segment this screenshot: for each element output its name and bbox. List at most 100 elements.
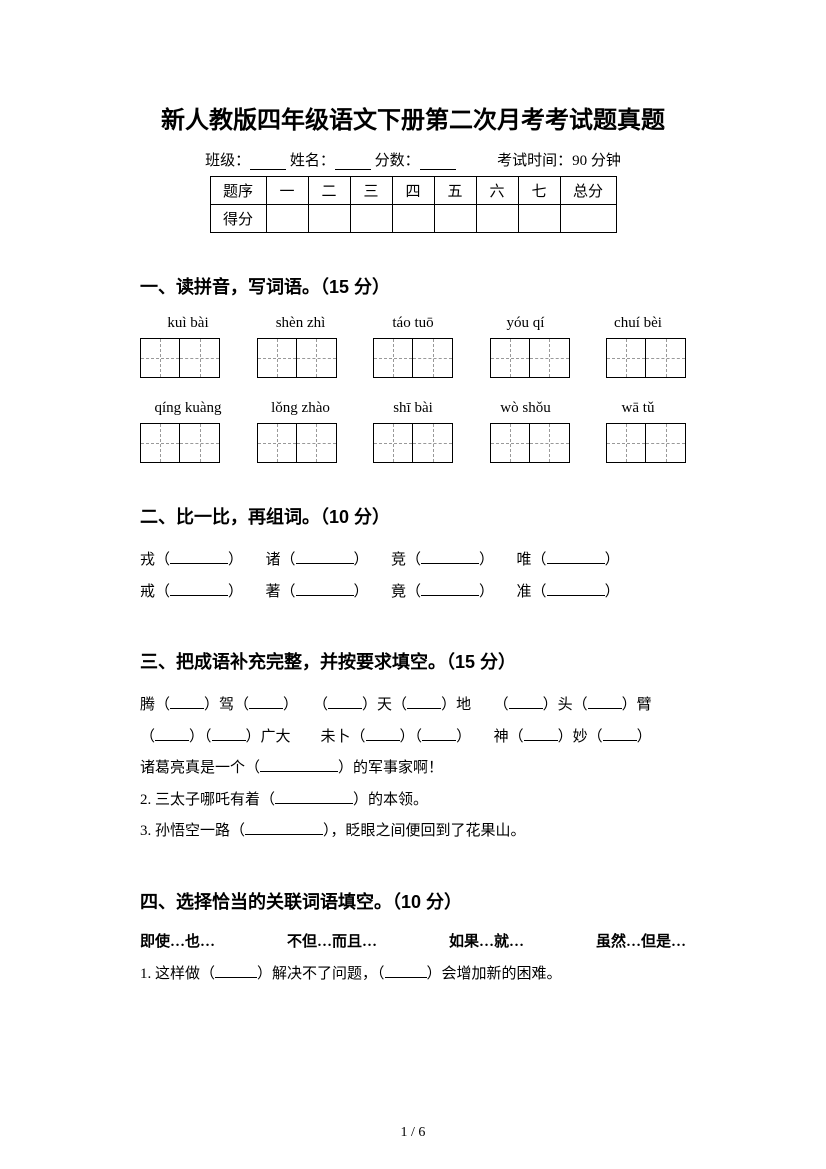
blank[interactable] xyxy=(170,550,228,564)
char-boxes[interactable] xyxy=(373,423,453,463)
pinyin: wā tǔ xyxy=(590,400,686,417)
t: 诸葛亮真是一个（ xyxy=(140,760,260,776)
char-boxes[interactable] xyxy=(257,338,337,378)
section-head: 二、比一比，再组词。（10 分） xyxy=(140,503,686,529)
t: ） xyxy=(637,729,652,745)
box-row xyxy=(140,423,686,463)
cell[interactable] xyxy=(266,205,308,233)
char-boxes[interactable] xyxy=(490,338,570,378)
cell: 得分 xyxy=(210,205,266,233)
cell[interactable] xyxy=(518,205,560,233)
char-boxes[interactable] xyxy=(490,423,570,463)
cell[interactable] xyxy=(434,205,476,233)
pinyin: shèn zhì xyxy=(253,315,349,332)
page-title: 新人教版四年级语文下册第二次月考考试题真题 xyxy=(140,100,686,135)
char-boxes[interactable] xyxy=(606,338,686,378)
blank[interactable] xyxy=(170,695,204,709)
blank[interactable] xyxy=(547,550,605,564)
blank[interactable] xyxy=(215,964,257,978)
section-2: 二、比一比，再组词。（10 分） 戎（） 诸（） 竞（） 唯（） 戒（） 著（）… xyxy=(140,503,686,608)
t: ） 神（ xyxy=(456,729,524,745)
blank[interactable] xyxy=(509,695,543,709)
blank[interactable] xyxy=(421,550,479,564)
blank[interactable] xyxy=(275,790,353,804)
score-blank[interactable] xyxy=(420,155,456,170)
section-head: 四、选择恰当的关联词语填空。（10 分） xyxy=(140,888,686,914)
char-boxes[interactable] xyxy=(140,423,220,463)
t: 戎（ xyxy=(140,552,170,568)
q-line: （）（）广大 未卜（）（） 神（）妙（） xyxy=(140,722,686,754)
blank[interactable] xyxy=(249,695,283,709)
t: 3. 孙悟空一路（ xyxy=(140,823,245,839)
score-table: 题序 一 二 三 四 五 六 七 总分 得分 xyxy=(210,176,617,233)
blank[interactable] xyxy=(296,582,354,596)
info-line: 班级： 姓名： 分数： 考试时间：90 分钟 xyxy=(140,149,686,170)
t: ）的军事家啊！ xyxy=(338,760,443,776)
blank[interactable] xyxy=(524,727,558,741)
q-line: 腾（）驾（） （）天（）地 （）头（）臂 xyxy=(140,690,686,722)
class-blank[interactable] xyxy=(250,155,286,170)
char-boxes[interactable] xyxy=(257,423,337,463)
q-line: 戎（） 诸（） 竞（） 唯（） xyxy=(140,545,686,577)
cell[interactable] xyxy=(350,205,392,233)
blank[interactable] xyxy=(245,821,323,835)
page-number: 1 / 6 xyxy=(0,1125,826,1141)
t: （ xyxy=(140,729,155,745)
blank[interactable] xyxy=(328,695,362,709)
score-label: 分数： xyxy=(375,153,420,169)
t: ）妙（ xyxy=(558,729,603,745)
q-line: 诸葛亮真是一个（ ）的军事家啊！ xyxy=(140,753,686,785)
cell: 二 xyxy=(308,177,350,205)
cell: 五 xyxy=(434,177,476,205)
blank[interactable] xyxy=(588,695,622,709)
blank[interactable] xyxy=(407,695,441,709)
cell: 四 xyxy=(392,177,434,205)
t: ）的本领。 xyxy=(353,792,428,808)
t: 腾（ xyxy=(140,697,170,713)
t: ）广大 未卜（ xyxy=(246,729,366,745)
cell: 七 xyxy=(518,177,560,205)
t: ） 竟（ xyxy=(354,584,422,600)
t: ）臂 xyxy=(622,697,652,713)
t: ） 准（ xyxy=(479,584,547,600)
cell: 六 xyxy=(476,177,518,205)
blank[interactable] xyxy=(212,727,246,741)
pinyin: qíng kuàng xyxy=(140,400,236,417)
word: 不但…而且… xyxy=(287,930,377,951)
blank[interactable] xyxy=(170,582,228,596)
char-boxes[interactable] xyxy=(373,338,453,378)
q-line: 1. 这样做（）解决不了问题，（）会增加新的困难。 xyxy=(140,959,686,991)
blank[interactable] xyxy=(547,582,605,596)
blank[interactable] xyxy=(260,758,338,772)
name-blank[interactable] xyxy=(335,155,371,170)
section-1: 一、读拼音，写词语。（15 分） kuì bài shèn zhì táo tu… xyxy=(140,273,686,463)
blank[interactable] xyxy=(422,727,456,741)
t: ）地 （ xyxy=(441,697,509,713)
cell[interactable] xyxy=(308,205,350,233)
table-row: 得分 xyxy=(210,205,616,233)
box-row xyxy=(140,338,686,378)
cell[interactable] xyxy=(392,205,434,233)
pinyin: wò shǒu xyxy=(478,400,574,417)
pinyin: chuí bèi xyxy=(590,315,686,332)
table-row: 题序 一 二 三 四 五 六 七 总分 xyxy=(210,177,616,205)
cell: 总分 xyxy=(560,177,616,205)
blank[interactable] xyxy=(155,727,189,741)
word: 即使…也… xyxy=(140,930,215,951)
cell[interactable] xyxy=(560,205,616,233)
blank[interactable] xyxy=(385,964,427,978)
blank[interactable] xyxy=(421,582,479,596)
t: ） 竞（ xyxy=(354,552,422,568)
t: ） xyxy=(605,584,620,600)
char-boxes[interactable] xyxy=(606,423,686,463)
t: ）头（ xyxy=(543,697,588,713)
char-boxes[interactable] xyxy=(140,338,220,378)
cell: 一 xyxy=(266,177,308,205)
word: 虽然…但是… xyxy=(596,930,686,951)
q-line: 戒（） 著（） 竟（） 准（） xyxy=(140,577,686,609)
cell[interactable] xyxy=(476,205,518,233)
blank[interactable] xyxy=(603,727,637,741)
blank[interactable] xyxy=(366,727,400,741)
blank[interactable] xyxy=(296,550,354,564)
pinyin: táo tuō xyxy=(365,315,461,332)
